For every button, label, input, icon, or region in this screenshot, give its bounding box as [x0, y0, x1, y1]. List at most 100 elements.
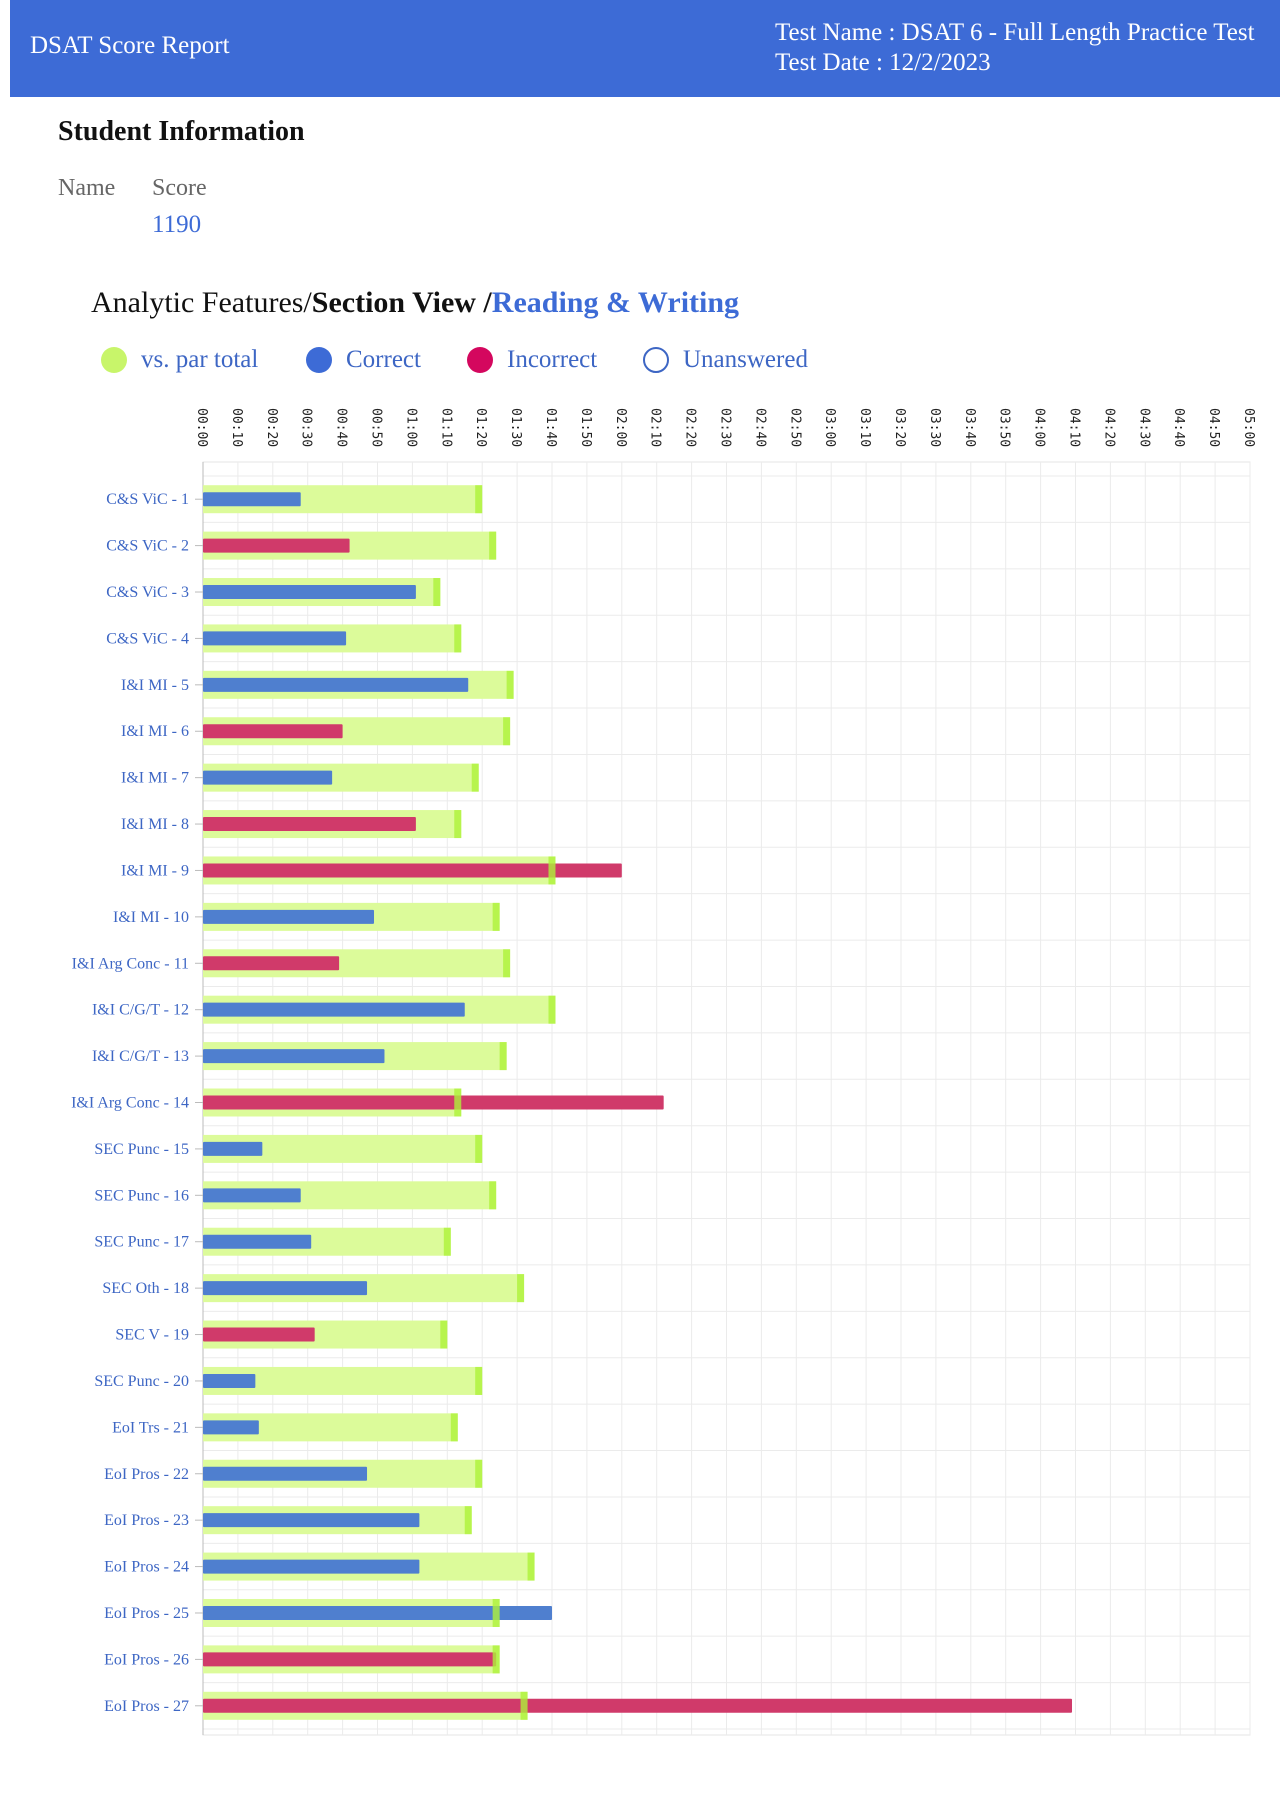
row-label: EoI Pros - 22 — [104, 1466, 189, 1483]
x-tick-label: 03:20 — [892, 408, 907, 447]
incorrect-bar — [203, 1652, 497, 1667]
x-tick-label: 01:00 — [403, 408, 418, 447]
par-marker — [454, 624, 462, 653]
correct-bar — [203, 770, 333, 785]
x-tick-label: 00:20 — [264, 408, 279, 447]
correct-bar — [203, 1513, 420, 1528]
legend-unanswered[interactable]: Unanswered — [643, 346, 808, 374]
par-dot-icon — [101, 347, 127, 373]
x-tick-label: 01:10 — [438, 408, 453, 447]
legend-label: Unanswered — [683, 346, 808, 373]
incorrect-bar — [203, 863, 622, 878]
par-marker — [475, 1134, 483, 1163]
par-marker — [527, 1552, 535, 1581]
par-marker — [464, 1506, 472, 1535]
x-tick-label: 02:40 — [752, 408, 767, 447]
par-marker — [548, 856, 556, 885]
par-marker — [548, 995, 556, 1024]
par-marker — [475, 1366, 483, 1395]
row-label: SEC Punc - 15 — [94, 1141, 189, 1158]
correct-bar — [203, 1188, 301, 1203]
par-marker — [475, 1459, 483, 1488]
row-label: EoI Pros - 24 — [104, 1559, 189, 1576]
correct-bar — [203, 1234, 312, 1249]
par-marker — [454, 810, 462, 839]
correct-bar — [203, 1466, 368, 1481]
correct-bar — [203, 1605, 552, 1620]
row-label: I&I MI - 10 — [113, 909, 189, 926]
x-tick-label: 00:50 — [369, 408, 384, 447]
breadcrumb-section[interactable]: Section View / — [311, 286, 492, 319]
row-label: EoI Pros - 23 — [104, 1512, 189, 1529]
x-tick-label: 02:00 — [613, 408, 628, 447]
par-marker — [503, 949, 511, 978]
row-label: SEC V - 19 — [115, 1327, 189, 1344]
x-tick-label: 03:40 — [962, 408, 977, 447]
legend-par[interactable]: vs. par total — [101, 346, 258, 374]
par-marker — [489, 531, 497, 560]
x-tick-label: 02:20 — [683, 408, 698, 447]
breadcrumb-current: Reading & Writing — [491, 286, 740, 319]
row-label: I&I MI - 8 — [121, 816, 189, 833]
row-label: C&S ViC - 2 — [106, 538, 189, 555]
par-marker — [489, 1181, 497, 1210]
correct-bar — [203, 631, 347, 646]
correct-bar — [203, 492, 301, 507]
test-name: Test Name : DSAT 6 - Full Length Practic… — [775, 19, 1255, 46]
row-label: EoI Pros - 25 — [104, 1605, 189, 1622]
row-label: C&S ViC - 4 — [106, 630, 189, 647]
par-marker — [492, 1598, 500, 1627]
legend-label: vs. par total — [141, 346, 259, 373]
report-header: DSAT Score Report Test Name : DSAT 6 - F… — [10, 0, 1280, 97]
row-label: SEC Punc - 20 — [94, 1373, 189, 1390]
row-label: C&S ViC - 3 — [106, 584, 189, 601]
row-label: I&I MI - 6 — [121, 723, 189, 740]
par-marker — [517, 1274, 525, 1303]
row-label: I&I Arg Conc - 14 — [71, 1095, 189, 1112]
student-info-heading: Student Information — [58, 116, 305, 147]
x-tick-label: 00:00 — [194, 408, 209, 447]
name-label: Name — [58, 175, 116, 201]
breadcrumb: Analytic Features/Section View /Reading … — [91, 286, 739, 320]
par-marker — [450, 1413, 458, 1442]
row-label: SEC Punc - 16 — [94, 1187, 189, 1204]
correct-bar — [203, 1141, 263, 1156]
correct-bar — [203, 1281, 368, 1296]
unanswered-dot-icon — [643, 347, 669, 373]
legend-correct[interactable]: Correct — [306, 346, 421, 374]
row-label: SEC Oth - 18 — [102, 1280, 189, 1297]
incorrect-bar — [203, 956, 340, 971]
par-marker — [475, 485, 483, 514]
incorrect-bar — [203, 1698, 1073, 1713]
report-title: DSAT Score Report — [30, 32, 230, 59]
correct-bar — [203, 677, 469, 692]
row-label: I&I MI - 7 — [121, 770, 189, 787]
par-marker — [440, 1320, 448, 1349]
par-marker — [454, 1088, 462, 1117]
x-tick-label: 01:30 — [508, 408, 523, 447]
par-marker — [492, 902, 500, 931]
par-marker — [433, 578, 441, 607]
x-tick-label: 02:10 — [648, 408, 663, 447]
incorrect-bar — [203, 724, 343, 739]
x-tick-label: 04:20 — [1101, 408, 1116, 447]
x-tick-label: 00:40 — [334, 408, 349, 447]
x-tick-label: 01:50 — [578, 408, 593, 447]
correct-bar — [203, 585, 416, 600]
par-marker — [443, 1227, 451, 1256]
correct-bar — [203, 1049, 385, 1064]
x-tick-label: 01:20 — [473, 408, 488, 447]
x-tick-label: 03:10 — [857, 408, 872, 447]
correct-dot-icon — [306, 347, 332, 373]
incorrect-bar — [203, 538, 350, 553]
correct-bar — [203, 1559, 420, 1574]
x-tick-label: 00:10 — [229, 408, 244, 447]
par-marker — [506, 670, 514, 699]
par-marker — [503, 717, 511, 746]
x-tick-label: 04:00 — [1032, 408, 1047, 447]
breadcrumb-analytic[interactable]: Analytic Features/ — [91, 286, 312, 319]
test-date: Test Date : 12/2/2023 — [775, 49, 991, 76]
row-label: EoI Trs - 21 — [112, 1419, 189, 1436]
legend-incorrect[interactable]: Incorrect — [467, 346, 597, 374]
